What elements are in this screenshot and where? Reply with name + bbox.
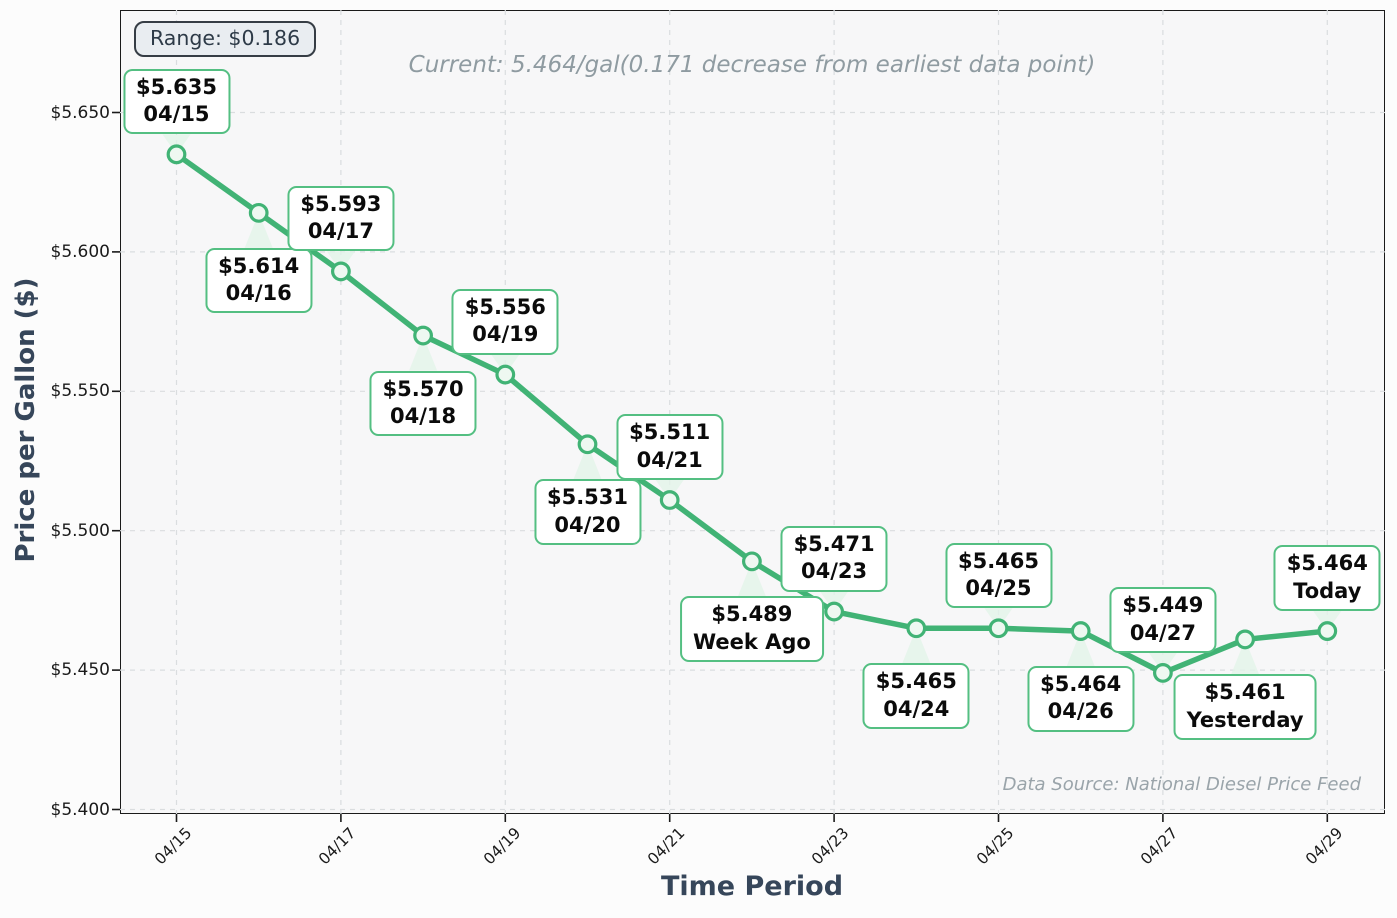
leader-wedge: [655, 480, 684, 501]
point-label-04/21: $5.511 04/21: [616, 414, 724, 481]
y-tick-label: $5.400: [50, 799, 110, 820]
point-price: $5.465: [957, 548, 1040, 573]
leader-wedge: [1313, 611, 1342, 632]
leader-wedge: [326, 251, 355, 272]
x-axis-label: Time Period: [660, 871, 844, 902]
data-point-marker: [1070, 621, 1091, 641]
point-label-04/25: $5.465 04/25: [944, 542, 1053, 609]
point-price: $5.471: [793, 531, 875, 556]
leader-wedge: [1231, 639, 1260, 675]
point-price: $5.570: [382, 376, 464, 401]
point-price: $5.593: [300, 191, 382, 216]
data-point-marker: [1235, 629, 1255, 650]
point-price: $5.614: [218, 253, 300, 278]
point-date: 04/19: [472, 322, 539, 347]
point-label-04/16: $5.614 04/16: [205, 247, 313, 314]
data-point-marker: [577, 434, 598, 455]
leader-wedge: [737, 561, 766, 597]
data-point-marker: [331, 261, 351, 282]
point-label-04/26: $5.464 04/26: [1027, 666, 1135, 732]
data-point-marker: [1317, 621, 1338, 641]
leader-wedge: [409, 335, 438, 371]
data-point-marker: [166, 144, 187, 165]
point-price: $5.556: [464, 294, 546, 319]
point-date: 04/24: [883, 696, 950, 721]
point-label-04/24: $5.465 04/24: [862, 663, 970, 729]
point-price: $5.461: [1204, 680, 1286, 705]
data-source-note: Data Source: National Diesel Price Feed: [1002, 774, 1361, 795]
point-date: Yesterday: [1186, 707, 1304, 732]
data-point-marker: [906, 618, 927, 639]
leader-wedge: [1148, 652, 1177, 673]
leader-wedge: [984, 608, 1013, 629]
point-date: 04/26: [1047, 699, 1114, 724]
leader-wedge: [820, 591, 849, 612]
point-price: $5.489: [711, 602, 793, 627]
point-label-04/27: $5.449 04/27: [1109, 587, 1217, 653]
point-label-04/29: $5.464 Today: [1273, 545, 1381, 612]
point-price: $5.464: [1040, 672, 1122, 697]
leader-wedge: [573, 444, 602, 480]
point-label-04/15: $5.635 04/15: [122, 68, 231, 135]
leader-wedge: [902, 628, 931, 664]
point-date: Week Ago: [692, 629, 811, 654]
point-label-04/22: $5.489 Week Ago: [679, 596, 824, 662]
data-point-marker: [495, 364, 516, 385]
data-point-marker: [659, 490, 680, 510]
y-tick-label: $5.550: [50, 381, 110, 402]
range-badge: Range: $0.186: [134, 21, 317, 57]
y-tick-label: $5.500: [50, 520, 110, 541]
data-point-marker: [824, 601, 844, 622]
point-date: Today: [1293, 578, 1362, 603]
point-label-04/23: $5.471 04/23: [780, 525, 888, 592]
point-label-04/20: $5.531 04/20: [533, 479, 642, 545]
point-date: 04/21: [636, 447, 703, 472]
y-tick-label: $5.600: [50, 241, 110, 262]
data-point-marker: [988, 618, 1009, 639]
point-label-04/17: $5.593 04/17: [287, 185, 395, 252]
point-price: $5.464: [1286, 551, 1368, 576]
point-date: 04/20: [554, 512, 621, 537]
point-price: $5.531: [546, 485, 629, 510]
point-price: $5.465: [875, 669, 957, 694]
point-label-04/18: $5.570 04/18: [369, 370, 477, 437]
point-date: 04/25: [965, 575, 1032, 600]
leader-wedge: [162, 134, 191, 155]
chart-title: Current: 5.464/gal(0.171 decrease from e…: [408, 52, 1096, 78]
y-tick-label: $5.450: [50, 660, 110, 681]
point-date: 04/15: [143, 102, 210, 127]
point-label-04/19: $5.556 04/19: [451, 288, 559, 355]
leader-wedge: [244, 212, 273, 248]
point-price: $5.449: [1122, 593, 1204, 618]
point-price: $5.635: [135, 74, 218, 99]
data-point-marker: [742, 551, 762, 572]
point-date: 04/27: [1129, 620, 1196, 645]
point-date: 04/16: [225, 281, 292, 306]
data-point-marker: [413, 325, 434, 346]
point-date: 04/23: [801, 559, 868, 584]
data-point-marker: [1152, 662, 1173, 683]
point-date: 04/18: [390, 403, 457, 428]
leader-wedge: [491, 354, 520, 375]
point-date: 04/17: [307, 219, 374, 244]
data-point-marker: [248, 202, 269, 223]
y-tick-label: $5.650: [50, 102, 110, 123]
point-price: $5.511: [629, 420, 711, 445]
leader-wedge: [1066, 631, 1095, 667]
point-label-04/28: $5.461 Yesterday: [1173, 674, 1317, 741]
